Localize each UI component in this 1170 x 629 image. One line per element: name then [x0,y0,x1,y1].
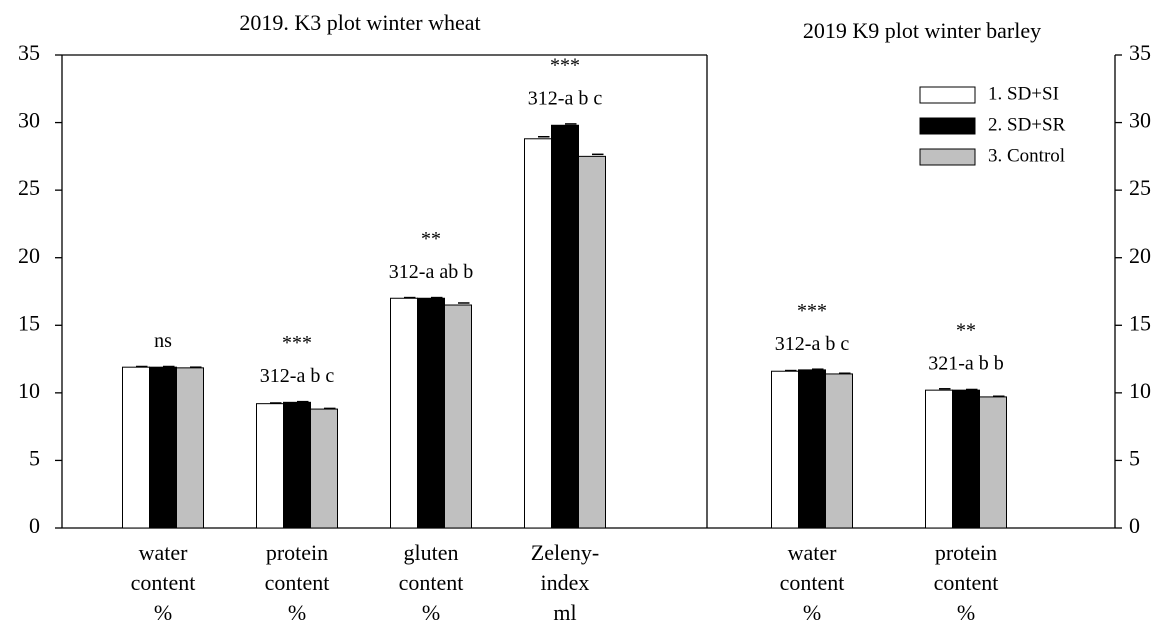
letters-label: 312-a b c [260,365,335,387]
y-tick-label: 15 [18,310,40,335]
legend-label: 1. SD+SI [988,83,1059,104]
x-tick-label: content [265,570,330,595]
x-tick-label: Zeleny- [531,540,599,565]
x-tick-label: % [803,600,821,625]
legend-swatch [919,117,976,135]
legend-swatch [919,148,976,166]
legend-label: 3. Control [988,145,1065,166]
x-tick-label: content [934,570,999,595]
y2-tick-label: 15 [1129,310,1151,335]
y2-tick-label: 30 [1129,108,1151,133]
bar [798,369,826,529]
bar [149,366,177,529]
significance-label: ** [421,228,441,250]
y2-tick-label: 5 [1129,445,1140,470]
letters-label: 312-a b c [775,333,850,355]
bar [551,124,579,529]
bar [310,408,338,529]
x-tick-label: protein [935,540,997,565]
bar [952,389,980,529]
y-tick-label: 25 [18,175,40,200]
y2-tick-label: 35 [1129,40,1151,65]
legend-label: 2. SD+SR [988,114,1066,135]
bar [578,155,606,529]
bar [925,389,953,529]
significance-label: *** [550,55,580,77]
x-tick-label: content [131,570,196,595]
y2-tick-label: 10 [1129,378,1151,403]
x-tick-label: content [399,570,464,595]
y-tick-label: 20 [18,243,40,268]
bar [122,366,150,529]
y-tick-label: 35 [18,40,40,65]
x-tick-label: water [139,540,189,565]
significance-label: *** [797,300,827,322]
x-tick-label: gluten [404,540,459,565]
legend-swatch [919,86,976,104]
significance-label: *** [282,332,312,354]
letters-label: 312-a ab b [389,261,473,283]
y-tick-label: 30 [18,108,40,133]
bar [283,401,311,529]
y2-tick-label: 20 [1129,243,1151,268]
x-tick-label: content [780,570,845,595]
letters-label: 321-a b b [928,352,1004,374]
bar [390,297,418,529]
y2-tick-label: 25 [1129,175,1151,200]
bar [825,373,853,529]
bar [524,138,552,529]
x-tick-label: % [957,600,975,625]
y-tick-label: 5 [29,445,40,470]
x-tick-label: water [788,540,838,565]
bar [176,367,204,529]
letters-label: 312-a b c [528,88,603,110]
x-tick-label: % [288,600,306,625]
x-tick-label: ml [553,600,576,625]
significance-label: ns [154,330,172,352]
panel-title: 2019 K9 plot winter barley [803,18,1041,43]
bar [771,370,799,529]
y-tick-label: 10 [18,378,40,403]
x-tick-label: index [541,570,590,595]
significance-label: ** [956,319,976,341]
x-tick-label: % [154,600,172,625]
y-tick-label: 0 [29,513,40,538]
panel-title: 2019. K3 plot winter wheat [239,10,480,35]
bar [417,297,445,529]
bar [979,396,1007,529]
bar [256,403,284,529]
x-tick-label: % [422,600,440,625]
bar [444,304,472,529]
y2-tick-label: 0 [1129,513,1140,538]
x-tick-label: protein [266,540,328,565]
